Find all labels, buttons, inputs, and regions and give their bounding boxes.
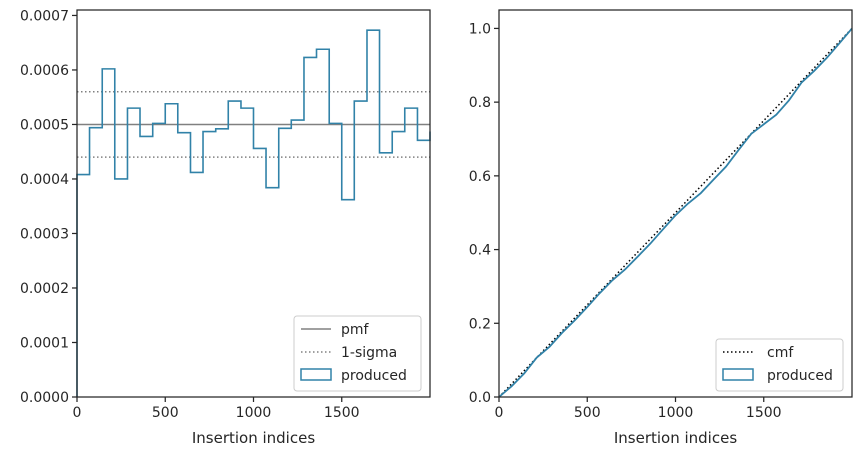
x-tick-label: 1000 <box>658 405 694 421</box>
left-legend: pmf 1-sigma produced <box>293 315 422 392</box>
left-legend-box <box>293 315 422 392</box>
x-tick-label: 0 <box>495 405 504 421</box>
produced-cumulative-line <box>498 27 853 398</box>
y-tick-label: 0.0 <box>469 390 491 406</box>
y-tick-label: 0.0001 <box>20 335 69 351</box>
legend-produced-label: produced <box>341 368 407 384</box>
legend-1-sigma-label: 1-sigma <box>341 345 397 361</box>
legend-produced-cumulative-label: produced <box>767 368 833 384</box>
left-chart-panel: 0 500 1000 1500 0.0000 0.0001 0.0002 0.0003 0.0… <box>20 8 431 447</box>
y-tick-label: 1.0 <box>469 21 491 37</box>
y-tick-label: 0.8 <box>469 95 491 111</box>
y-tick-label: 0.0002 <box>20 281 69 297</box>
x-tick-label: 1500 <box>746 405 782 421</box>
y-tick-label: 0.0007 <box>20 8 69 24</box>
x-tick-label: 1000 <box>236 405 272 421</box>
y-tick-label: 0.0000 <box>20 390 69 406</box>
y-tick-label: 0.0005 <box>20 117 69 133</box>
right-x-axis-title: Insertion indices <box>614 429 737 447</box>
cmf-cumulative-line <box>498 27 853 398</box>
y-tick-label: 0.0004 <box>20 172 69 188</box>
legend-pmf-label: pmf <box>341 322 370 338</box>
y-tick-label: 0.2 <box>469 316 491 332</box>
legend-produced-handle <box>300 368 332 381</box>
y-tick-label: 0.6 <box>469 169 491 185</box>
y-tick-label: 0.4 <box>469 243 491 259</box>
right-legend: cmf produced <box>715 338 844 392</box>
x-tick-label: 0 <box>73 405 82 421</box>
right-chart-panel: 0 500 1000 1500 0.0 0.2 0.4 0.6 0.8 1.0 Insertio… <box>469 9 853 447</box>
legend-cmf-label: cmf <box>767 345 794 361</box>
y-tick-label: 0.0006 <box>20 63 69 79</box>
x-tick-label: 1500 <box>324 405 360 421</box>
left-x-axis-title: Insertion indices <box>192 429 315 447</box>
y-tick-label: 0.0003 <box>20 226 69 242</box>
x-tick-label: 500 <box>574 405 601 421</box>
x-tick-label: 500 <box>152 405 179 421</box>
produced-step-series <box>76 29 431 397</box>
legend-produced-cumulative-handle <box>722 368 754 381</box>
